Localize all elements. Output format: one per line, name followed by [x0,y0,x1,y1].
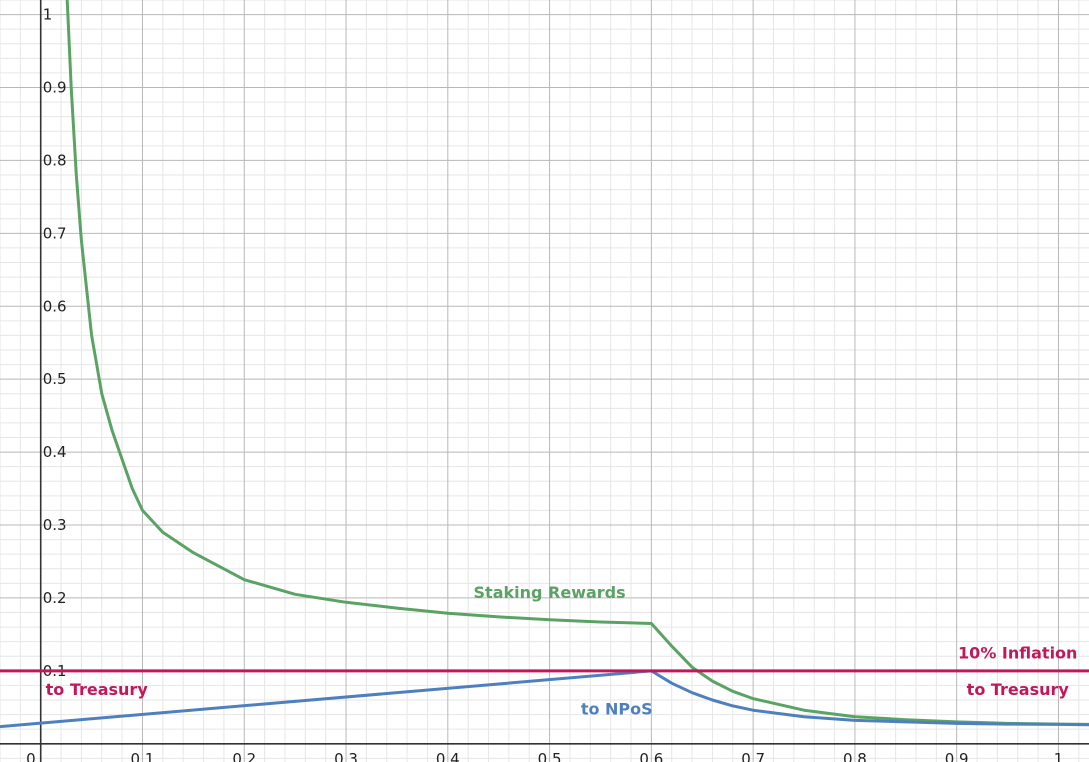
staking-rewards-label: Staking Rewards [474,583,626,602]
y-tick-label: 0.2 [43,589,67,607]
y-tick-label: 1 [43,6,53,24]
staking-rewards-line [65,0,1089,726]
x-tick-label: 0.3 [334,750,358,762]
y-tick-label: 0.7 [43,224,67,242]
npos-label: to NPoS [581,700,653,719]
x-tick-label: 0.5 [538,750,562,762]
treasury-label-left: to Treasury [46,680,149,699]
y-tick-label: 0.4 [43,443,67,461]
y-tick-label: 0.8 [43,151,67,169]
series-layer [0,0,1089,729]
x-tick-label: 0.8 [843,750,867,762]
npos-line [0,669,1089,729]
x-tick-label: 0.7 [741,750,765,762]
x-tick-label: 0.6 [639,750,663,762]
x-tick-label: 0.9 [945,750,969,762]
x-tick-label: 0 [26,750,36,762]
x-tick-label: 0.1 [131,750,155,762]
annotations: Staking Rewards 10% Inflation to Treasury t… [46,583,1078,719]
x-tick-label: 0.2 [232,750,256,762]
treasury-label-right: to Treasury [967,680,1070,699]
tick-labels: 0 0.1 0.2 0.3 0.4 0.5 0.6 0.7 0.8 0.9 10.10.20.30.… [26,6,1063,762]
y-tick-label: 0.5 [43,370,67,388]
y-tick-label: 0.3 [43,516,67,534]
y-tick-label: 0.9 [43,79,67,97]
inflation-label: 10% Inflation [958,643,1077,662]
x-tick-label: 1 [1054,750,1064,762]
y-tick-label: 0.6 [43,297,67,315]
x-tick-label: 0.4 [436,750,460,762]
